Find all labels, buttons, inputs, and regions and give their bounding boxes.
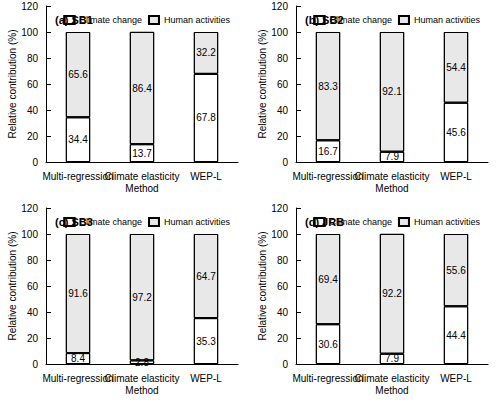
svg-text:Human activities: Human activities xyxy=(164,217,231,227)
svg-text:8.4: 8.4 xyxy=(71,353,85,364)
svg-text:(a) SB1: (a) SB1 xyxy=(55,14,93,26)
svg-text:Climate elasticity: Climate elasticity xyxy=(104,171,179,182)
svg-text:80: 80 xyxy=(277,53,289,64)
svg-text:16.7: 16.7 xyxy=(318,146,338,157)
svg-text:30.6: 30.6 xyxy=(318,339,338,350)
svg-text:2.8: 2.8 xyxy=(135,357,149,368)
svg-text:WEP-L: WEP-L xyxy=(190,171,222,182)
svg-text:Climate change: Climate change xyxy=(329,217,392,227)
svg-text:40: 40 xyxy=(277,105,289,116)
svg-text:Human activities: Human activities xyxy=(164,15,231,25)
svg-text:Multi-regression: Multi-regression xyxy=(292,171,363,182)
svg-text:WEP-L: WEP-L xyxy=(440,171,472,182)
svg-text:Method: Method xyxy=(125,183,158,194)
svg-text:Climate elasticity: Climate elasticity xyxy=(354,373,429,384)
svg-text:40: 40 xyxy=(277,307,289,318)
svg-text:35.3: 35.3 xyxy=(196,336,216,347)
svg-text:64.7: 64.7 xyxy=(196,271,216,282)
svg-text:45.6: 45.6 xyxy=(446,127,466,138)
svg-text:Relative contribution (%): Relative contribution (%) xyxy=(7,30,18,139)
svg-text:69.4: 69.4 xyxy=(318,274,338,285)
svg-text:(b) SB2: (b) SB2 xyxy=(305,14,344,26)
svg-text:WEP-L: WEP-L xyxy=(190,373,222,384)
svg-text:Method: Method xyxy=(125,385,158,396)
svg-text:80: 80 xyxy=(27,255,39,266)
svg-text:13.7: 13.7 xyxy=(132,148,152,159)
svg-text:Multi-regression: Multi-regression xyxy=(42,171,113,182)
svg-text:Method: Method xyxy=(375,385,408,396)
svg-text:100: 100 xyxy=(271,27,288,38)
svg-text:7.9: 7.9 xyxy=(385,151,399,162)
svg-text:20: 20 xyxy=(27,333,39,344)
svg-text:Relative contribution (%): Relative contribution (%) xyxy=(7,232,18,341)
svg-text:60: 60 xyxy=(277,79,289,90)
svg-text:Human activities: Human activities xyxy=(414,15,481,25)
svg-text:100: 100 xyxy=(21,229,38,240)
svg-text:120: 120 xyxy=(21,1,38,12)
svg-text:92.1: 92.1 xyxy=(382,86,402,97)
svg-text:60: 60 xyxy=(277,281,289,292)
svg-text:60: 60 xyxy=(27,79,39,90)
svg-text:Multi-regression: Multi-regression xyxy=(292,373,363,384)
svg-text:Climate change: Climate change xyxy=(79,15,142,25)
svg-text:Human activities: Human activities xyxy=(414,217,481,227)
svg-text:0: 0 xyxy=(32,157,38,168)
svg-text:0: 0 xyxy=(282,359,288,370)
svg-text:Relative contribution (%): Relative contribution (%) xyxy=(257,30,268,139)
svg-text:83.3: 83.3 xyxy=(318,81,338,92)
svg-text:Multi-regression: Multi-regression xyxy=(42,373,113,384)
svg-text:20: 20 xyxy=(277,131,289,142)
svg-text:65.6: 65.6 xyxy=(68,69,88,80)
svg-text:Climate elasticity: Climate elasticity xyxy=(354,171,429,182)
svg-text:97.2: 97.2 xyxy=(132,292,152,303)
svg-text:100: 100 xyxy=(271,229,288,240)
svg-text:92.2: 92.2 xyxy=(382,288,402,299)
svg-text:20: 20 xyxy=(277,333,289,344)
svg-text:Relative contribution (%): Relative contribution (%) xyxy=(257,232,268,341)
svg-text:67.8: 67.8 xyxy=(196,112,216,123)
svg-text:20: 20 xyxy=(27,131,39,142)
svg-text:32.2: 32.2 xyxy=(196,47,216,58)
svg-text:(d) JRB: (d) JRB xyxy=(305,216,344,228)
svg-text:0: 0 xyxy=(32,359,38,370)
svg-text:40: 40 xyxy=(27,307,39,318)
svg-text:55.6: 55.6 xyxy=(446,265,466,276)
svg-text:100: 100 xyxy=(21,27,38,38)
svg-text:40: 40 xyxy=(27,105,39,116)
svg-text:54.4: 54.4 xyxy=(446,62,466,73)
svg-text:Climate elasticity: Climate elasticity xyxy=(104,373,179,384)
svg-text:0: 0 xyxy=(282,157,288,168)
svg-text:120: 120 xyxy=(271,203,288,214)
svg-text:91.6: 91.6 xyxy=(68,288,88,299)
svg-text:80: 80 xyxy=(277,255,289,266)
svg-text:7.9: 7.9 xyxy=(385,353,399,364)
svg-text:80: 80 xyxy=(27,53,39,64)
svg-text:(c) SB3: (c) SB3 xyxy=(55,216,93,228)
svg-text:34.4: 34.4 xyxy=(68,134,88,145)
svg-text:60: 60 xyxy=(27,281,39,292)
svg-text:44.4: 44.4 xyxy=(446,330,466,341)
svg-text:Climate change: Climate change xyxy=(329,15,392,25)
svg-text:120: 120 xyxy=(21,203,38,214)
svg-text:120: 120 xyxy=(271,1,288,12)
svg-text:Method: Method xyxy=(375,183,408,194)
svg-text:86.4: 86.4 xyxy=(132,83,152,94)
svg-text:Climate change: Climate change xyxy=(79,217,142,227)
svg-text:WEP-L: WEP-L xyxy=(440,373,472,384)
